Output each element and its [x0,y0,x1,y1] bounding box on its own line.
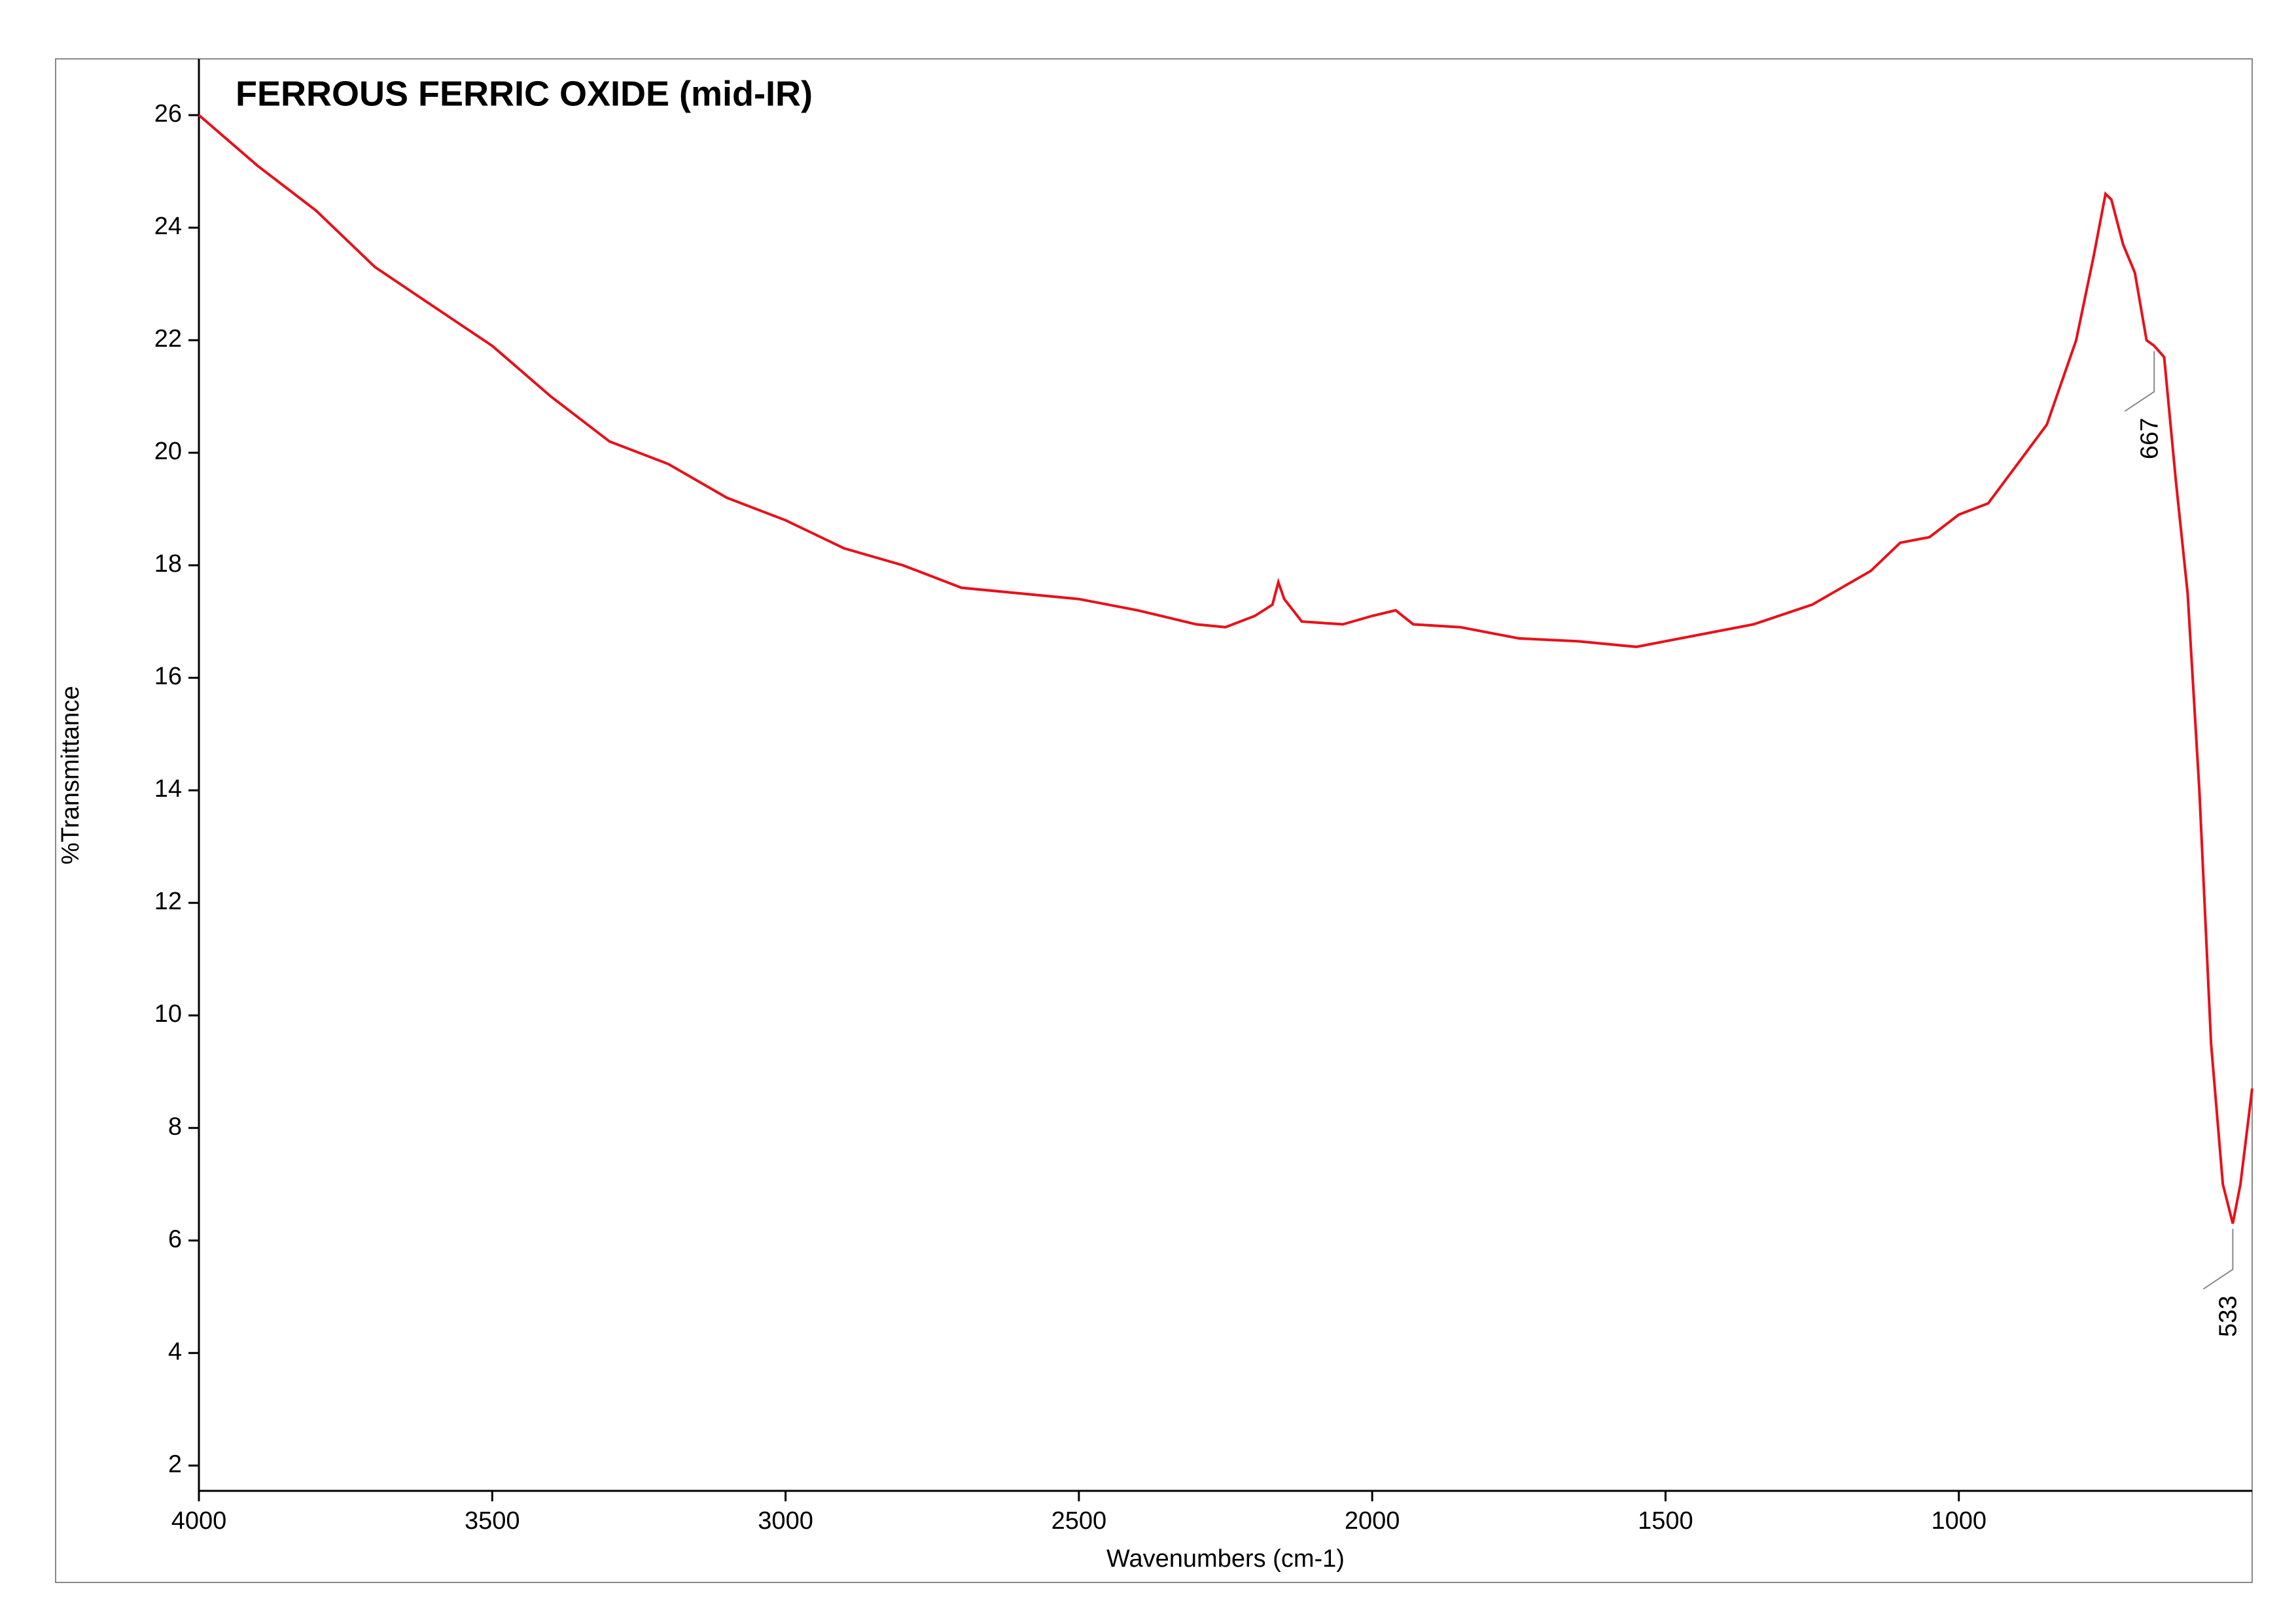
y-tick-label: 14 [154,775,182,803]
y-tick-label: 6 [168,1225,182,1253]
annotation-label: 667 [2136,418,2163,459]
y-tick-label: 20 [154,438,182,465]
y-tick-label: 8 [168,1113,182,1140]
annotation-leader [2202,1229,2234,1290]
x-tick-label: 1500 [1638,1507,1693,1535]
x-tick-label: 4000 [171,1507,227,1535]
y-tick-label: 10 [154,1000,182,1028]
y-tick-label: 26 [154,100,182,128]
y-tick-label: 12 [154,888,182,915]
y-tick-label: 2 [168,1450,182,1478]
x-tick-label: 2000 [1345,1507,1400,1535]
y-tick-label: 24 [154,213,182,240]
annotation-label: 533 [2214,1295,2242,1336]
x-tick-label: 3000 [758,1507,813,1535]
y-axis-label: %Transmittance [57,686,84,864]
y-tick-label: 4 [168,1338,182,1365]
y-tick-label: 16 [154,663,182,690]
frame [55,58,2253,1583]
y-tick-label: 18 [154,550,182,578]
x-tick-label: 1000 [1931,1507,1987,1535]
x-tick-label: 3500 [465,1507,520,1535]
chart-title: FERROUS FERRIC OXIDE (mid-IR) [236,74,813,113]
y-tick-label: 22 [154,325,182,353]
x-tick-label: 2500 [1051,1507,1107,1535]
annotation-leader [2124,351,2155,412]
spectrum-line [198,114,2253,1224]
x-axis-label: Wavenumbers (cm-1) [1106,1545,1345,1573]
